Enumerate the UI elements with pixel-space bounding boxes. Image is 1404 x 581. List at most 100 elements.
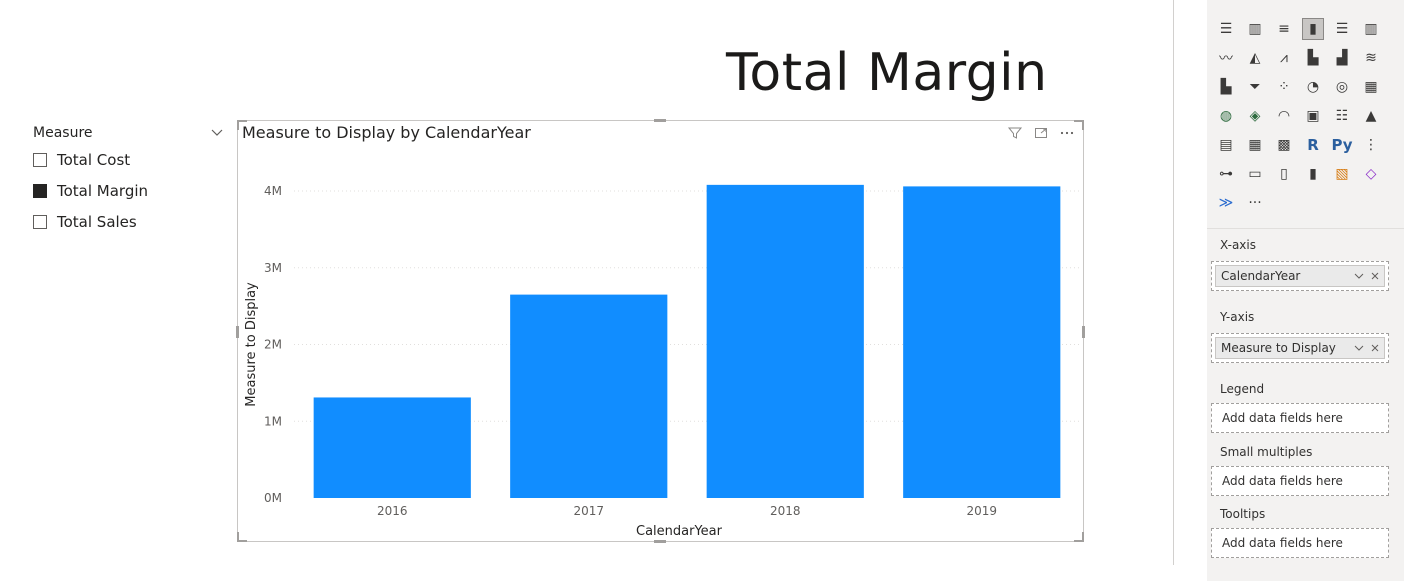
chevron-down-icon[interactable] <box>1354 343 1364 353</box>
filled-map-icon[interactable]: ◈ <box>1249 108 1261 124</box>
small-multiples-well[interactable]: Add data fields here <box>1211 466 1389 496</box>
slicer-item-label: Total Sales <box>57 212 137 231</box>
legend-label: Legend <box>1220 382 1265 396</box>
gauge-icon[interactable]: ◠ <box>1277 108 1291 124</box>
visualizations-pane: ☰ ▥ ≡ ▮ ☰ ▥ 〰 ◭ ⩘ ▙ ▟ ≋ ▙ ⏷ ⁘ ◔ ◎ ▦ ◍ ◈ ◠ ▣ ☷ ▲ ▤ ▦ ▩ R Py ⋮ ⊶ ▭ ▯ ▮ ▧ ◇ ≫ ··… <box>1207 0 1404 581</box>
slicer-header[interactable]: Measure <box>33 122 233 144</box>
multirow-card-icon[interactable]: ☷ <box>1335 108 1349 124</box>
remove-field-icon[interactable] <box>1370 271 1380 281</box>
resize-handle-top[interactable] <box>654 119 666 122</box>
decomposition-tree-icon[interactable]: ⊶ <box>1219 166 1233 182</box>
y-axis-field-pill[interactable]: Measure to Display <box>1215 337 1385 359</box>
y-tick-label: 4M <box>264 184 282 198</box>
bar-2016 <box>313 397 471 498</box>
pane-divider <box>1173 0 1174 565</box>
tooltips-well[interactable]: Add data fields here <box>1211 528 1389 558</box>
line-chart-icon[interactable]: 〰 <box>1219 51 1233 67</box>
map-icon[interactable]: ◍ <box>1219 108 1233 124</box>
tooltips-label: Tooltips <box>1220 507 1266 521</box>
slicer-item-total-sales[interactable]: Total Sales <box>33 206 233 237</box>
stacked-column-icon[interactable]: ▥ <box>1248 21 1262 37</box>
key-influencers-icon[interactable]: ⋮ <box>1364 137 1378 153</box>
power-automate-icon[interactable]: ≫ <box>1218 195 1234 211</box>
100-bar-icon[interactable]: ☰ <box>1335 21 1349 37</box>
resize-handle-right[interactable] <box>1082 326 1085 338</box>
slicer-item-total-cost[interactable]: Total Cost <box>33 144 233 175</box>
funnel-icon[interactable]: ⏷ <box>1249 79 1261 95</box>
more-options-icon[interactable] <box>1059 125 1075 141</box>
100-column-icon[interactable]: ▥ <box>1364 21 1378 37</box>
chart-canvas: 0M 1M 2M 3M 4M 2016 2017 2018 2019 CalendarYear Me… <box>244 184 1080 539</box>
checkbox[interactable] <box>33 214 47 229</box>
r-visual-icon[interactable]: R <box>1307 136 1319 154</box>
bar-2017 <box>510 294 668 498</box>
bar-2018 <box>706 184 864 499</box>
waterfall-icon[interactable]: ▙ <box>1220 79 1232 95</box>
slicer-item-label: Total Cost <box>57 150 131 169</box>
x-tick-label: 2018 <box>770 504 801 518</box>
resize-corner-tr[interactable] <box>1074 120 1084 130</box>
ribbon-chart-icon[interactable]: ≋ <box>1365 50 1377 66</box>
chevron-down-icon[interactable] <box>1354 271 1364 281</box>
resize-corner-tl[interactable] <box>237 120 247 130</box>
clustered-column-icon[interactable]: ▮ <box>1302 18 1324 40</box>
checkbox-checked[interactable] <box>33 183 47 198</box>
resize-corner-br[interactable] <box>1074 532 1084 542</box>
slicer-item-total-margin[interactable]: Total Margin <box>33 175 233 206</box>
power-apps-icon[interactable]: ◇ <box>1365 166 1377 182</box>
x-tick-label: 2016 <box>377 504 408 518</box>
stacked-bar-icon[interactable]: ☰ <box>1219 21 1233 37</box>
column-chart-visual[interactable]: 0M 1M 2M 3M 4M 2016 2017 2018 2019 CalendarYear Me… <box>236 119 1085 543</box>
kpi-icon[interactable]: ▲ <box>1365 108 1377 124</box>
visual-title: Measure to Display by CalendarYear <box>242 123 531 142</box>
pane-separator <box>1207 228 1404 229</box>
clustered-bar-icon[interactable]: ≡ <box>1278 21 1290 37</box>
donut-icon[interactable]: ◎ <box>1335 79 1349 95</box>
line-column-icon[interactable]: ▙ <box>1307 50 1319 66</box>
y-axis-title: Measure to Display <box>244 282 259 407</box>
y-tick-label: 1M <box>264 414 282 428</box>
x-axis-title: CalendarYear <box>636 524 723 539</box>
x-tick-label: 2017 <box>573 504 604 518</box>
y-axis-label: Y-axis <box>1220 310 1255 324</box>
paginated-report-icon[interactable]: ▯ <box>1280 166 1288 182</box>
stacked-area-icon[interactable]: ⩘ <box>1280 50 1288 66</box>
x-axis-label: X-axis <box>1220 238 1256 252</box>
qa-icon[interactable]: ▭ <box>1248 166 1262 182</box>
measure-slicer: Measure Total Cost Total Margin Total Sa… <box>33 122 233 237</box>
legend-well[interactable]: Add data fields here <box>1211 403 1389 433</box>
resize-corner-bl[interactable] <box>237 532 247 542</box>
y-tick-label: 2M <box>264 338 282 352</box>
slicer-icon[interactable]: ▤ <box>1219 137 1233 153</box>
scatter-icon[interactable]: ⁘ <box>1278 79 1290 95</box>
matrix-icon[interactable]: ▩ <box>1277 137 1291 153</box>
pie-icon[interactable]: ◔ <box>1306 79 1320 95</box>
slicer-title: Measure <box>33 125 93 141</box>
treemap-icon[interactable]: ▦ <box>1364 79 1378 95</box>
x-axis-well[interactable]: CalendarYear <box>1211 261 1389 291</box>
filter-icon[interactable] <box>1007 125 1023 141</box>
chevron-down-icon[interactable] <box>211 128 223 138</box>
checkbox[interactable] <box>33 152 47 167</box>
card-icon[interactable]: ▣ <box>1306 108 1320 124</box>
table-icon[interactable]: ▦ <box>1248 137 1262 153</box>
page-title: Total Margin <box>726 43 1048 103</box>
focus-mode-icon[interactable] <box>1033 125 1049 141</box>
y-tick-label: 0M <box>264 491 282 505</box>
y-tick-label: 3M <box>264 261 282 275</box>
resize-handle-left[interactable] <box>236 326 239 338</box>
resize-handle-bottom[interactable] <box>654 540 666 543</box>
remove-field-icon[interactable] <box>1370 343 1380 353</box>
small-multiples-label: Small multiples <box>1220 445 1313 459</box>
slicer-item-label: Total Margin <box>57 181 149 200</box>
area-chart-icon[interactable]: ◭ <box>1249 50 1261 66</box>
y-axis-field-name: Measure to Display <box>1221 341 1336 355</box>
line-clustered-column-icon[interactable]: ▟ <box>1336 50 1348 66</box>
more-icon[interactable]: ··· <box>1248 195 1262 211</box>
metrics-icon[interactable]: ▧ <box>1335 166 1349 182</box>
y-axis-well[interactable]: Measure to Display <box>1211 333 1389 363</box>
python-visual-icon[interactable]: Py <box>1331 136 1353 154</box>
bar-2019 <box>903 186 1061 498</box>
smart-narrative-icon[interactable]: ▮ <box>1309 166 1317 182</box>
x-axis-field-pill[interactable]: CalendarYear <box>1215 265 1385 287</box>
